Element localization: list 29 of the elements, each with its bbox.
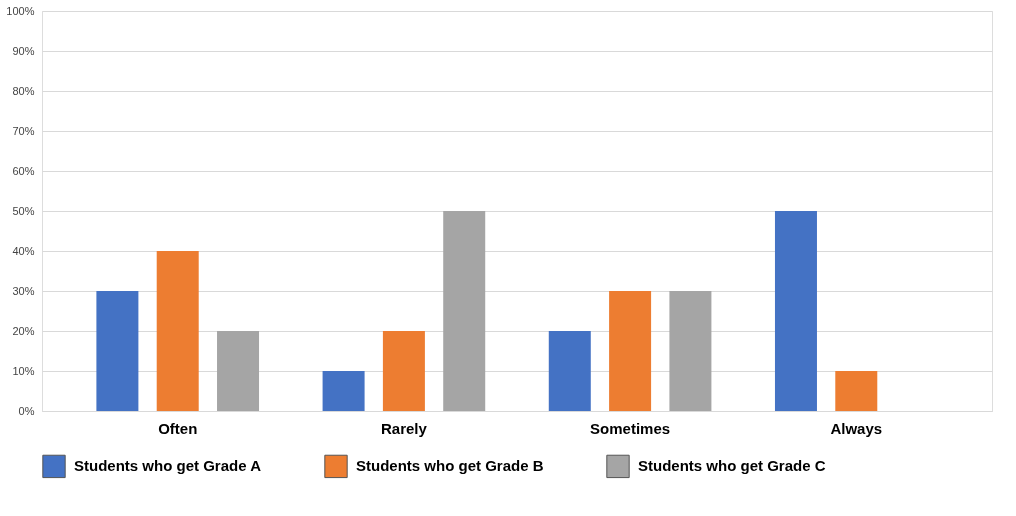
y-tick-label: 0% [18, 404, 35, 417]
y-tick-label: 90% [12, 44, 35, 57]
x-tick-label: Often [158, 419, 198, 437]
legend-label: Students who get Grade A [74, 457, 262, 475]
y-tick-label: 10% [12, 364, 35, 377]
bar [609, 291, 652, 411]
bar [669, 291, 712, 411]
bar [217, 331, 260, 411]
y-tick-label: 30% [12, 284, 35, 297]
legend-label: Students who get Grade C [638, 457, 826, 475]
bar [96, 291, 139, 411]
y-tick-label: 60% [12, 164, 35, 177]
y-tick-label: 70% [12, 124, 35, 137]
y-tick-label: 50% [12, 204, 35, 217]
y-tick-label: 80% [12, 84, 35, 97]
y-tick-label: 20% [12, 324, 35, 337]
y-tick-label: 40% [12, 244, 35, 257]
bar [774, 211, 817, 411]
bar [835, 371, 878, 411]
bar [443, 211, 486, 411]
bar [548, 331, 591, 411]
bar [382, 331, 425, 411]
x-tick-label: Always [830, 419, 883, 437]
y-tick-label: 100% [6, 4, 35, 17]
bar [322, 371, 365, 411]
legend-label: Students who get Grade B [356, 457, 544, 475]
x-tick-label: Sometimes [590, 419, 671, 437]
bar [156, 251, 199, 411]
x-tick-label: Rarely [380, 419, 428, 437]
